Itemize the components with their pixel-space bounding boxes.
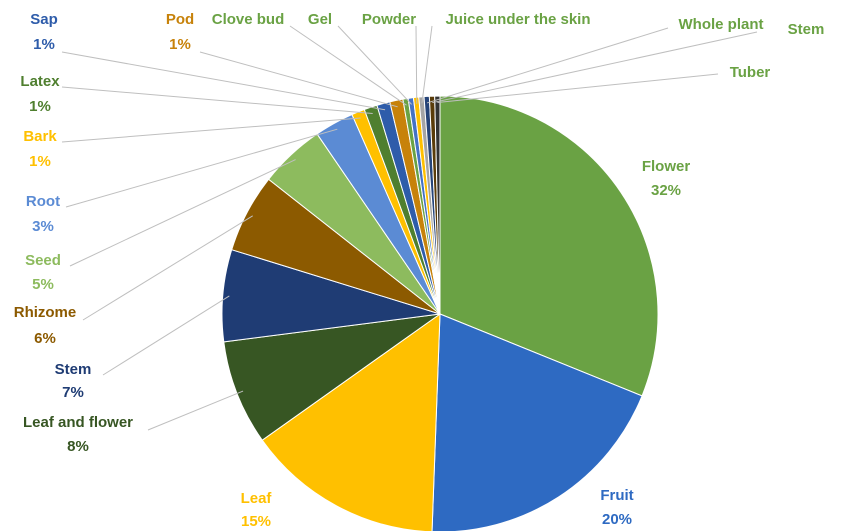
slice-value-label: 7% [62,384,84,401]
slice-value-label: 5% [32,276,54,293]
slice-value-label: 1% [29,153,51,170]
leader-line [437,73,719,104]
slice-label: Stem [788,21,825,38]
slice-value-label: 15% [241,513,271,530]
slice-value-label: 6% [34,330,56,347]
leader-line [289,25,407,106]
slice-label: Stem [55,361,92,378]
slice-label: Latex [20,73,60,90]
leader-line [61,86,373,115]
slice-label: Fruit [600,487,633,504]
slice-label: Flower [642,158,691,175]
slice-label: Leaf and flower [23,414,133,431]
slice-label: Bark [23,128,57,145]
slice-label: Pod [166,11,194,28]
slice-value-label: 20% [602,511,632,528]
leader-line [61,51,386,111]
slice-value-label: 32% [651,182,681,199]
slice-label: Root [26,193,60,210]
leader-line [337,25,413,105]
leader-line [432,31,758,104]
leader-line [82,215,253,321]
slice-value-label: 1% [169,36,191,53]
leader-line [69,159,296,267]
slice-label: Sap [30,11,58,28]
slice-label: Whole plant [679,16,764,33]
slice-label: Gel [308,11,332,28]
leader-line [199,51,398,108]
slice-label: Leaf [241,490,273,507]
slice-value-label: 8% [67,438,89,455]
slice-value-label: 3% [32,218,54,235]
slice-label: Tuber [730,64,771,81]
pie-slice [261,313,441,531]
slice-label: Seed [25,252,61,269]
slice-label: Clove bud [212,11,285,28]
leader-line [102,295,230,376]
slice-value-label: 1% [33,36,55,53]
leader-line [147,390,244,431]
slice-value-label: 1% [29,98,51,115]
slice-label: Rhizome [14,304,77,321]
leader-line [65,128,338,208]
pie-slice [439,95,659,397]
leader-line [61,117,361,143]
pie-slice [434,95,441,315]
slice-label: Juice under the skin [445,11,590,28]
slice-label: Powder [362,11,416,28]
leader-line [421,25,433,104]
leader-line [415,25,418,104]
leader-line [426,27,669,104]
